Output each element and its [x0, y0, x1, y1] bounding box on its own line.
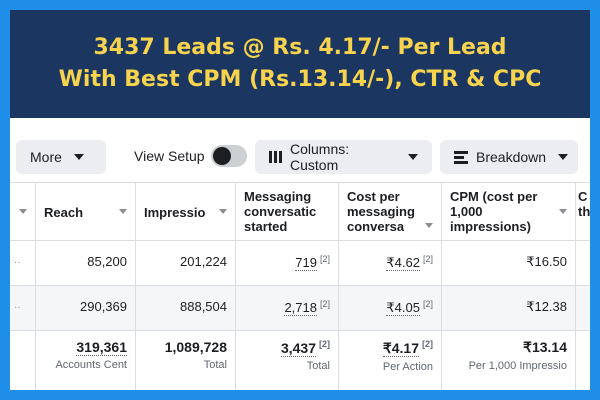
total-messaging-sub: Total [306, 359, 330, 372]
headline-banner: 3437 Leads @ Rs. 4.17/- Per Lead With Be… [10, 10, 590, 118]
total-cost: ₹4.17 [2] Per Action [339, 331, 442, 390]
total-reach: 319,361 Accounts Cent [36, 331, 136, 390]
header-cell-leading[interactable] [10, 183, 36, 240]
cell-impressions: 888,504 [136, 286, 236, 330]
cell-impressions: 201,224 [136, 241, 236, 285]
more-label: More [30, 149, 62, 165]
header-cost-per-label: Cost per messaging conversa [347, 189, 415, 234]
screenshot-frame: 3437 Leads @ Rs. 4.17/- Per Lead With Be… [10, 10, 590, 390]
cell-messaging: 719 [2] [236, 241, 339, 285]
cell-cpm: ₹16.50 [442, 241, 576, 285]
total-cost-sub: Per Action [382, 360, 433, 373]
footnote-ref: [2] [422, 299, 433, 309]
header-partial[interactable]: C th [576, 183, 590, 240]
cell-reach: 85,200 [36, 241, 136, 285]
view-setup-label: View Setup [134, 148, 205, 164]
cell-messaging: 2,718 [2] [236, 286, 339, 330]
total-cpm: ₹13.14 Per 1,000 Impressio [442, 331, 576, 390]
cell-cost: ₹4.05 [2] [339, 286, 442, 330]
total-cpm-sub: Per 1,000 Impressio [468, 360, 567, 372]
more-button[interactable]: More [16, 140, 106, 174]
header-messaging-label: Messaging conversatic started [244, 189, 317, 234]
footnote-ref: [2] [319, 299, 330, 309]
total-messaging: 3,437 [2] Total [236, 331, 339, 390]
row-handle-icon: ·· [14, 257, 21, 268]
footnote-ref: [2] [319, 339, 330, 349]
headline-line-2: With Best CPM (Rs.13.14/-), CTR & CPC [58, 67, 542, 92]
toolbar: More View Setup Columns: Custom Breakdow… [10, 118, 590, 182]
sort-icon [119, 209, 127, 214]
columns-button[interactable]: Columns: Custom [255, 140, 432, 174]
footnote-ref: [2] [422, 339, 433, 349]
total-reach-sub: Accounts Cent [55, 359, 127, 371]
header-cost-per[interactable]: Cost per messaging conversa [339, 183, 442, 240]
header-messaging[interactable]: Messaging conversatic started [236, 183, 339, 240]
table-row[interactable]: ·· 290,369 888,504 2,718 [2] ₹4.05 [2] ₹12… [10, 286, 590, 331]
sort-icon [425, 223, 433, 228]
header-reach[interactable]: Reach [36, 183, 136, 240]
results-table: Reach Impressio Messaging conversatic st… [10, 182, 590, 390]
totals-leading-cell [10, 331, 36, 390]
footnote-ref: [2] [319, 254, 330, 264]
cost-value[interactable]: ₹4.62 [386, 255, 420, 272]
row-handle-icon: ·· [14, 302, 21, 313]
breakdown-button[interactable]: Breakdown [440, 140, 578, 174]
toggle-knob [213, 147, 231, 165]
header-reach-label: Reach [44, 205, 84, 220]
footnote-ref: [2] [422, 254, 433, 264]
table-row[interactable]: ·· 85,200 201,224 719 [2] ₹4.62 [2] ₹16.50 [10, 241, 590, 286]
breakdown-label: Breakdown [476, 149, 547, 165]
total-impressions: 1,089,728 Total [136, 331, 236, 390]
header-impressions[interactable]: Impressio [136, 183, 236, 240]
sort-icon [559, 209, 567, 214]
breakdown-icon [454, 150, 468, 164]
table-header-row: Reach Impressio Messaging conversatic st… [10, 183, 590, 241]
cell-cpm: ₹12.38 [442, 286, 576, 330]
chevron-down-icon [408, 154, 418, 160]
total-reach-value[interactable]: 319,361 [76, 339, 127, 356]
cell-cost: ₹4.62 [2] [339, 241, 442, 285]
total-cpm-value: ₹13.14 [523, 339, 567, 355]
header-cpm[interactable]: CPM (cost per 1,000 impressions) [442, 183, 576, 240]
sort-icon [19, 209, 27, 214]
view-setup-toggle[interactable] [211, 145, 247, 167]
chevron-down-icon [73, 154, 84, 160]
total-cost-value[interactable]: ₹4.17 [382, 339, 419, 357]
cell-reach: 290,369 [36, 286, 136, 330]
columns-icon [269, 151, 282, 163]
total-impressions-value: 1,089,728 [164, 339, 227, 355]
cost-value[interactable]: ₹4.05 [386, 300, 420, 317]
messaging-value[interactable]: 719 [295, 255, 317, 272]
messaging-value[interactable]: 2,718 [284, 300, 317, 317]
sort-icon [219, 209, 227, 214]
total-messaging-value[interactable]: 3,437 [280, 339, 316, 357]
headline-line-1: 3437 Leads @ Rs. 4.17/- Per Lead [93, 35, 507, 60]
row-leading-cell [10, 286, 36, 330]
columns-label: Columns: Custom [290, 141, 350, 173]
header-impressions-label: Impressio [144, 205, 206, 220]
row-leading-cell [10, 241, 36, 285]
header-cpm-label: CPM (cost per 1,000 impressions) [450, 189, 538, 234]
chevron-down-icon [558, 154, 569, 160]
totals-row: 319,361 Accounts Cent 1,089,728 Total 3,… [10, 331, 590, 390]
header-partial-label: C th [578, 189, 590, 219]
total-impressions-sub: Total [203, 359, 227, 371]
